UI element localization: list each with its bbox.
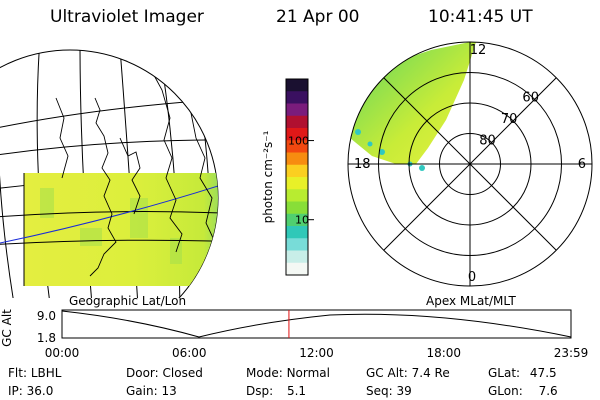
info-glat: GLat: 47.5 bbox=[488, 366, 557, 380]
mlt-label-12: 12 bbox=[470, 43, 487, 58]
info-glon: GLon: 7.6 bbox=[488, 384, 558, 398]
time-tick-0: 00:00 bbox=[45, 346, 80, 360]
mlt-label-0: 0 bbox=[468, 270, 476, 285]
colorbar-tick-1: 10 bbox=[295, 214, 309, 227]
time-tick-3: 18:00 bbox=[426, 346, 461, 360]
time-tick-1: 06:00 bbox=[172, 346, 207, 360]
time-label: 10:41:45 UT bbox=[428, 7, 533, 27]
info-dsp: Dsp: 5.1 bbox=[246, 384, 307, 398]
info-gc-alt: GC Alt: 7.4 Re bbox=[366, 366, 450, 380]
polar-auroral-image bbox=[348, 42, 476, 164]
altitude-ytick-max: 9.0 bbox=[37, 309, 56, 323]
colorbar-unit-label: photon cm⁻²s⁻¹ bbox=[261, 130, 275, 223]
altitude-frame bbox=[61, 309, 572, 339]
instrument-title: Ultraviolet Imager bbox=[50, 7, 204, 27]
info-seq: Seq: 39 bbox=[366, 384, 412, 398]
colorbar-tick-0: 100 bbox=[288, 135, 309, 148]
info-filter: Flt: LBHL bbox=[8, 366, 62, 380]
date-label: 21 Apr 00 bbox=[276, 7, 360, 27]
time-tick-2: 12:00 bbox=[299, 346, 334, 360]
info-mode: Mode: Normal bbox=[246, 366, 330, 380]
geographic-map bbox=[0, 49, 219, 298]
altitude-timeline: GC Alt 9.0 1.8 00:00 06:00 12:00 18:00 23:59 bbox=[0, 309, 589, 360]
altitude-ylabel: GC Alt bbox=[0, 309, 14, 347]
mlt-label-6: 6 bbox=[578, 157, 586, 172]
info-ip: IP: 36.0 bbox=[8, 384, 54, 398]
altitude-curve bbox=[61, 310, 572, 338]
polar-panel-label: Apex MLat/MLT bbox=[426, 294, 516, 308]
time-tick-4: 23:59 bbox=[554, 346, 589, 360]
geo-panel-label: Geographic Lat/Lon bbox=[69, 294, 187, 308]
mlat-label-60: 60 bbox=[522, 90, 539, 105]
mlt-label-18: 18 bbox=[354, 157, 371, 172]
mlat-label-70: 70 bbox=[501, 112, 518, 127]
info-door: Door: Closed bbox=[126, 366, 203, 380]
colorbar-gradient bbox=[286, 79, 308, 276]
info-gain: Gain: 13 bbox=[126, 384, 177, 398]
colorbar: 100 10 photon cm⁻²s⁻¹ bbox=[261, 78, 314, 276]
altitude-ytick-min: 1.8 bbox=[37, 331, 56, 345]
polar-grid bbox=[347, 41, 593, 287]
mlat-label-80: 80 bbox=[479, 133, 496, 148]
